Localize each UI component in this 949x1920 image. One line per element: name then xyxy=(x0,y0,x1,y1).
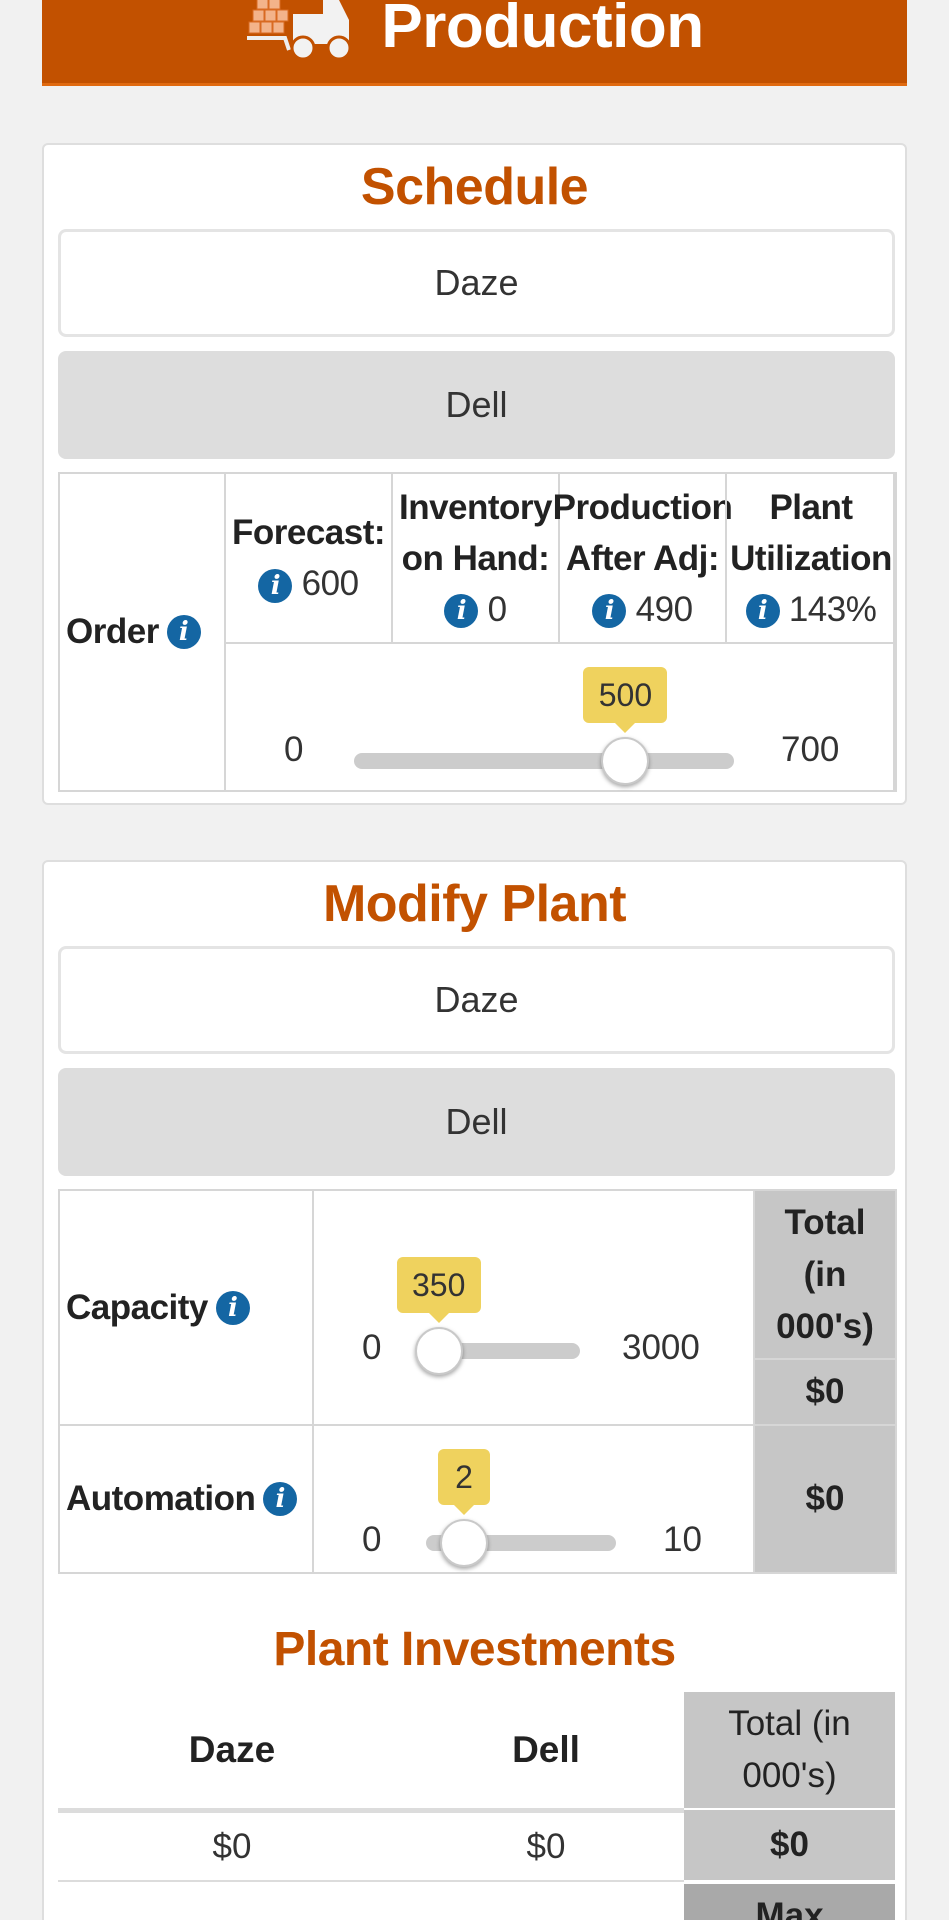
investments-max-header: Max xyxy=(684,1884,895,1920)
capacity-label-cell: Capacity i xyxy=(58,1189,314,1426)
inventory-cell: Inventory on Hand: i 0 xyxy=(391,472,560,644)
investments-divider xyxy=(58,1808,684,1813)
investments-row-divider xyxy=(58,1880,684,1882)
investments-dell-header: Dell xyxy=(512,1729,580,1770)
modify-plant-table: Capacity i 0 3000 350 Total (in 000's) $… xyxy=(58,1189,897,1574)
hand-truck-icon xyxy=(247,0,352,60)
capacity-slider-handle[interactable] xyxy=(414,1327,463,1375)
inventory-info-icon[interactable]: i xyxy=(444,594,479,629)
plant-daze-button[interactable]: Daze xyxy=(58,946,895,1054)
capacity-total-header: Total (in 000's) xyxy=(753,1189,897,1360)
production-label-line2: After Adj: xyxy=(565,538,720,578)
automation-total-value: $0 xyxy=(753,1424,897,1574)
schedule-dell-button[interactable]: Dell xyxy=(58,351,895,459)
automation-slider[interactable]: 2 xyxy=(426,1426,616,1576)
modify-plant-card: Modify Plant Daze Dell Capacity i 0 3000… xyxy=(42,860,907,1920)
order-slider-bubble: 500 xyxy=(583,667,668,733)
capacity-total-value: $0 xyxy=(753,1358,897,1426)
capacity-slider[interactable]: 350 xyxy=(396,1191,580,1428)
capacity-slider-cell: 0 3000 350 xyxy=(312,1189,755,1426)
production-label-line1: Production xyxy=(552,487,733,527)
order-label-cell: Order i xyxy=(58,472,226,792)
order-slider-handle[interactable] xyxy=(601,737,650,785)
order-slider[interactable]: 500 xyxy=(354,644,734,794)
schedule-card: Schedule Daze Dell Order i Forecast: i 6… xyxy=(42,143,907,805)
investments-total-header-line2: 000's) xyxy=(742,1756,837,1795)
production-value: 490 xyxy=(635,589,693,629)
utilization-label-line2: Utilization xyxy=(730,538,892,578)
investments-total-header: Total (in 000's) xyxy=(684,1692,895,1808)
production-cell: Production After Adj: i 490 xyxy=(553,472,733,644)
automation-label: Automation xyxy=(66,1479,256,1518)
inventory-label-line2: on Hand: xyxy=(401,538,550,578)
utilization-label-line1: Plant xyxy=(769,487,853,527)
order-label: Order xyxy=(66,612,159,651)
capacity-slider-min: 0 xyxy=(362,1328,382,1367)
automation-slider-bubble: 2 xyxy=(438,1449,490,1515)
page-title: Production xyxy=(381,0,704,61)
automation-label-cell: Automation i xyxy=(58,1424,314,1574)
capacity-info-icon[interactable]: i xyxy=(215,1290,250,1325)
investments-daze-header: Daze xyxy=(188,1729,276,1770)
investments-total-header-line1: Total (in xyxy=(728,1704,851,1743)
capacity-label: Capacity xyxy=(66,1287,208,1327)
automation-info-icon[interactable]: i xyxy=(263,1482,298,1516)
automation-slider-min: 0 xyxy=(362,1520,382,1559)
order-info-icon[interactable]: i xyxy=(166,615,201,649)
forecast-info-icon[interactable]: i xyxy=(258,568,293,603)
forecast-cell: Forecast: i 600 xyxy=(224,472,393,644)
inventory-value: 0 xyxy=(487,589,507,629)
order-slider-track[interactable] xyxy=(354,753,734,769)
schedule-daze-button[interactable]: Daze xyxy=(58,229,895,337)
forecast-value: 600 xyxy=(301,564,359,603)
order-slider-max: 700 xyxy=(781,730,840,769)
total-header-line3: 000's) xyxy=(776,1306,874,1346)
capacity-slider-max: 3000 xyxy=(622,1328,700,1367)
capacity-slider-bubble: 350 xyxy=(396,1257,481,1323)
inventory-label-line1: Inventory xyxy=(398,487,553,527)
investments-dell-value: $0 xyxy=(526,1827,566,1866)
production-info-icon[interactable]: i xyxy=(592,594,627,629)
plant-investments-title: Plant Investments xyxy=(273,1623,676,1676)
utilization-info-icon[interactable]: i xyxy=(745,594,780,629)
production-header: Production xyxy=(42,0,907,86)
plant-dell-button[interactable]: Dell xyxy=(58,1068,895,1176)
plant-investments-table: Daze Dell Total (in 000's) $0 $0 $0 Max xyxy=(58,1692,895,1920)
automation-slider-cell: 0 10 2 xyxy=(312,1424,755,1574)
forecast-label: Forecast: xyxy=(231,513,386,552)
automation-slider-handle[interactable] xyxy=(440,1519,488,1567)
utilization-value: 143% xyxy=(788,589,877,629)
order-slider-min: 0 xyxy=(284,730,304,769)
order-slider-cell: 0 700 500 xyxy=(224,642,897,792)
automation-slider-max: 10 xyxy=(663,1520,702,1559)
investments-total-value: $0 xyxy=(684,1810,895,1880)
total-header-line1: Total xyxy=(784,1202,866,1242)
utilization-cell: Plant Utilization i 143% xyxy=(725,472,897,644)
schedule-title: Schedule xyxy=(360,158,589,216)
modify-plant-title: Modify Plant xyxy=(322,875,627,933)
investments-daze-value: $0 xyxy=(212,1827,252,1866)
schedule-order-table: Order i Forecast: i 600 Inventory on Han… xyxy=(58,472,897,792)
total-header-line2: (in xyxy=(803,1254,847,1294)
